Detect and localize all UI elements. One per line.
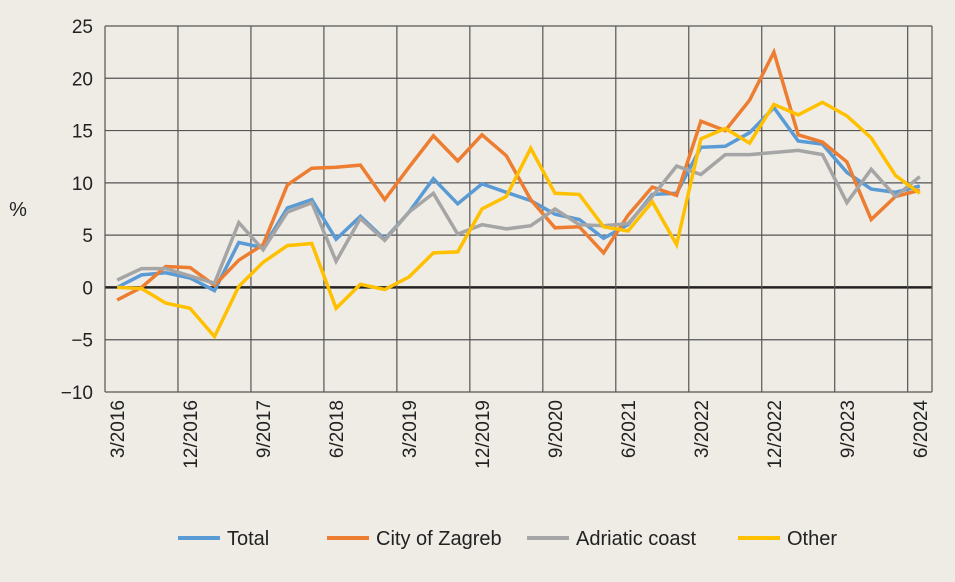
x-tick-label: 6/2018 xyxy=(327,400,348,458)
y-axis: −10 −5 0 5 10 15 20 25 xyxy=(61,17,93,404)
legend-label: Adriatic coast xyxy=(576,528,696,550)
x-tick-label: 12/2019 xyxy=(473,400,494,469)
y-tick-label: 15 xyxy=(72,122,93,143)
legend-item: City of Zagreb xyxy=(327,528,502,550)
series-lines xyxy=(116,47,921,340)
x-tick-label: 3/2016 xyxy=(108,400,129,458)
legend-item: Other xyxy=(738,528,837,550)
y-tick-label: 10 xyxy=(72,174,93,195)
x-tick-label: 3/2022 xyxy=(692,400,713,458)
x-tick-label: 3/2019 xyxy=(400,400,421,458)
y-axis-label: % xyxy=(9,199,27,221)
y-tick-label: 5 xyxy=(82,226,93,247)
y-tick-label: −5 xyxy=(71,331,93,352)
x-tick-label: 12/2022 xyxy=(765,400,786,469)
y-tick-label: 0 xyxy=(82,278,93,299)
x-tick-label: 6/2021 xyxy=(619,400,640,458)
legend-label: City of Zagreb xyxy=(376,528,502,550)
x-tick-label: 9/2020 xyxy=(546,400,567,458)
x-tick-label: 12/2016 xyxy=(181,400,202,469)
series-line-total xyxy=(116,104,921,293)
x-tick-label: 6/2024 xyxy=(911,400,932,459)
x-tick-label: 9/2017 xyxy=(254,400,275,458)
legend: Total City of Zagreb Adriatic coast Other xyxy=(178,528,837,550)
x-tick-label: 9/2023 xyxy=(838,400,859,458)
series-line-other xyxy=(117,100,921,340)
legend-item: Total xyxy=(178,528,269,550)
y-tick-label: 20 xyxy=(72,69,93,90)
legend-label: Total xyxy=(227,528,269,550)
y-tick-label: −10 xyxy=(61,383,93,404)
y-tick-label: 25 xyxy=(72,17,93,38)
legend-item: Adriatic coast xyxy=(527,528,696,550)
series-line-city-of-zagreb xyxy=(116,47,921,302)
series-line-adriatic-coast xyxy=(116,148,921,286)
grid xyxy=(104,25,933,393)
x-axis: 3/2016 12/2016 9/2017 6/2018 3/2019 12/2019 9/… xyxy=(108,400,932,469)
legend-label: Other xyxy=(787,528,837,550)
